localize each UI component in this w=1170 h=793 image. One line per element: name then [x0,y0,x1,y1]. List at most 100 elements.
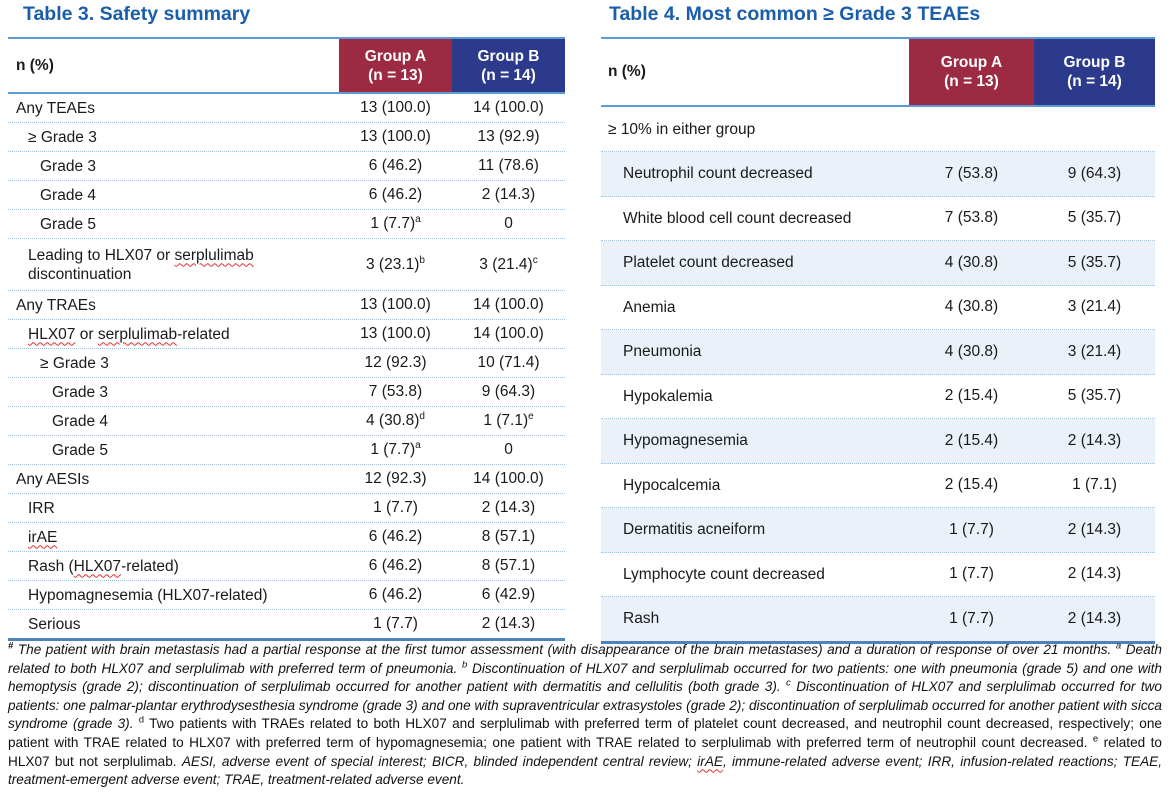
row-label: Grade 3 [52,383,109,401]
value-cell: 9 (64.3) [1067,164,1122,182]
value-cell: 4 (30.8)d [366,410,425,429]
table-row: Hypomagnesemia (HLX07-related) 6 (46.2) 6 … [8,581,565,610]
footnote-text: Death related to both HLX07 and serpluli… [8,642,1162,676]
table-row: Any TRAEs 13 (100.0) 14 (100.0) [8,291,565,320]
row-label: White blood cell count decreased [623,209,852,227]
table-row: ≥ Grade 3 13 (100.0) 13 (92.9) [8,123,565,152]
row-label: IRR [28,499,55,517]
row-label: Grade 5 [52,441,109,459]
value-cell: 6 (46.2) [368,586,423,603]
table3-header-label: n (%) [16,56,54,74]
value-cell: 3 (21.4)c [479,254,538,273]
value-cell: 6 (46.2) [368,157,423,174]
value-cell: 6 (46.2) [368,186,423,203]
value-cell: 2 (14.3) [1067,520,1122,538]
misspelled-word: irAE [28,528,58,546]
value-cell: 14 (100.0) [473,325,544,342]
value-cell: 2 (14.3) [481,499,536,516]
value-cell: 7 (53.8) [944,164,999,182]
footnote-text: AESI, adverse event of special interest;… [181,753,698,769]
table3-section: Table 3. Safety summary n (%) Group A (n… [8,3,565,641]
footnote-text: irAE [697,753,723,769]
table-row: Grade 5 1 (7.7)a 0 [8,436,565,465]
value-cell: 12 (92.3) [364,470,427,487]
row-label: Platelet count decreased [623,254,794,272]
table-row: Dermatitis acneiform 1 (7.7) 2 (14.3) [601,508,1155,553]
table3-header-group-b: Group B (n = 14) [452,39,565,92]
table-row: Neutrophil count decreased 7 (53.8) 9 (64.… [601,152,1155,197]
value-cell: 1 (7.7) [949,520,994,538]
value-cell: 13 (100.0) [360,296,431,313]
table-row: Grade 3 6 (46.2) 11 (78.6) [8,152,565,181]
group-a-name: Group A [940,54,1003,71]
value-cell: 5 (35.7) [1067,209,1122,227]
table-row: Hypocalcemia 2 (15.4) 1 (7.1) [601,464,1155,508]
value-cell: 6 (42.9) [481,586,536,603]
table4-header-group-a: Group A (n = 13) [909,39,1034,105]
value-cell: 5 (35.7) [1067,253,1122,271]
row-label: Rash [623,610,660,628]
table-row: Pneumonia 4 (30.8) 3 (21.4) [601,330,1155,375]
table-row: Any AESIs 12 (92.3) 14 (100.0) [8,465,565,494]
table-row: Grade 4 6 (46.2) 2 (14.3) [8,181,565,210]
table4-header-label: n (%) [608,63,646,80]
value-cell: 8 (57.1) [481,557,536,574]
value-cell: 2 (14.3) [481,615,536,632]
group-a-name: Group A [364,47,427,65]
footnote: # The patient with brain metastasis had … [8,641,1162,790]
table4-header-group-b: Group B (n = 14) [1034,39,1155,105]
table3: n (%) Group A (n = 13) Group B (n = 14) … [8,37,565,641]
row-label: HLX07 or serplulimab-related [28,325,230,343]
table-row: ≥ Grade 3 12 (92.3) 10 (71.4) [8,349,565,378]
value-cell: 1 (7.7) [373,615,418,632]
value-cell: 2 (14.3) [1067,431,1122,449]
misspelled-word: serplulimab [174,246,254,264]
row-label: Grade 4 [52,412,109,430]
row-label: Dermatitis acneiform [623,521,766,539]
row-label: ≥ Grade 3 [28,128,97,146]
table-row: Leading to HLX07 or serplulimab disconti… [8,239,565,291]
row-label: Hypomagnesemia (HLX07-related) [28,586,268,604]
table-row: White blood cell count decreased 7 (53.8)… [601,197,1155,241]
value-cell: 14 (100.0) [473,99,544,116]
footnote-text: related to HLX07 but not serplulimab. [8,734,1162,769]
value-cell: 3 (21.4) [1067,298,1122,316]
table-row: HLX07 or serplulimab-related 13 (100.0) 14… [8,320,565,349]
value-cell: 0 [504,441,513,458]
value-cell: 2 (14.3) [1067,565,1122,583]
value-cell: 6 (46.2) [368,557,423,574]
value-cell: 4 (30.8) [944,253,999,271]
table3-body: Any TEAEs 13 (100.0) 14 (100.0) ≥ Grade 3 13… [8,94,565,638]
value-cell: 1 (7.1) [1072,476,1117,494]
footnote-superscript: c [786,677,791,689]
row-label: Hypocalcemia [623,476,721,494]
table3-header-group-a: Group A (n = 13) [339,39,452,92]
group-b-name: Group B [1063,54,1126,71]
table4-section: Table 4. Most common ≥ Grade 3 TEAEs n (… [601,3,1155,644]
row-label: Pneumonia [623,343,702,361]
value-cell: 12 (92.3) [364,354,427,371]
group-b-n: (n = 14) [1067,73,1122,90]
table-row: Lymphocyte count decreased 1 (7.7) 2 (14.3… [601,553,1155,597]
value-cell: 3 (21.4) [1067,342,1122,360]
table3-title: Table 3. Safety summary [23,3,251,25]
misspelled-word: serplulimab [97,325,178,343]
row-label: ≥ Grade 3 [40,354,109,372]
group-a-n: (n = 13) [368,66,423,84]
footnote-superscript: # [8,640,14,652]
footnote-text: The patient with brain metastasis had a … [13,642,1116,657]
value-cell: 2 (14.3) [481,186,536,203]
misspelled-word: HLX07 [28,325,76,343]
table-row: IRR 1 (7.7) 2 (14.3) [8,494,565,523]
table-row: Rash 1 (7.7) 2 (14.3) [601,597,1155,641]
group-b-name: Group B [477,47,540,65]
value-cell: 10 (71.4) [477,354,540,371]
footnote-superscript: d [138,714,145,726]
subheader-label: ≥ 10% in either group [608,120,756,138]
value-cell: 7 (53.8) [944,209,999,227]
value-cell: 0 [504,215,513,232]
row-label: Rash (HLX07-related) [28,557,179,575]
value-cell: 5 (35.7) [1067,387,1122,405]
value-cell: 9 (64.3) [481,383,536,400]
